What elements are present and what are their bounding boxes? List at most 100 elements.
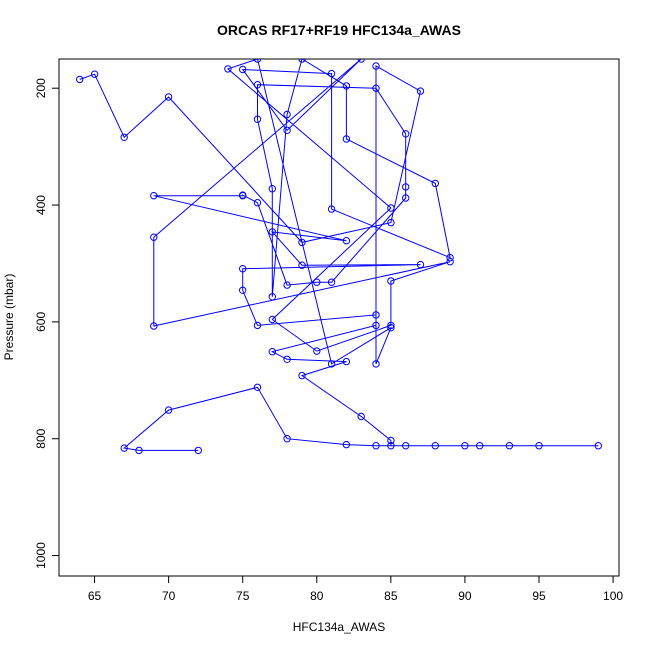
data-point	[268, 348, 276, 356]
data-point	[135, 446, 143, 455]
data-point	[120, 444, 128, 452]
data-point	[327, 360, 336, 368]
data-point	[313, 278, 321, 286]
data-point	[268, 315, 276, 324]
x-axis: 65 70 75 80 85 90 95 100	[88, 575, 623, 603]
data-point	[120, 133, 128, 142]
data-point	[431, 442, 439, 450]
data-point	[327, 205, 336, 213]
data-point	[387, 321, 395, 330]
data-point	[164, 93, 173, 101]
x-tick-label: 95	[532, 589, 546, 603]
x-axis-label: HFC134a_AWAS	[293, 620, 385, 634]
data-point	[268, 293, 276, 301]
data-point	[268, 228, 276, 236]
plot-frame	[58, 58, 620, 577]
data-point	[298, 371, 306, 380]
x-tick-label: 100	[603, 589, 623, 603]
data-point	[446, 258, 454, 266]
data-point	[387, 204, 395, 212]
data-point	[283, 435, 291, 443]
data-point	[327, 278, 336, 286]
data-point	[372, 62, 380, 70]
data-point	[253, 115, 262, 123]
data-point	[594, 442, 602, 450]
data-point	[402, 442, 410, 450]
data-point	[283, 126, 291, 135]
data-point	[253, 383, 262, 391]
data-point	[194, 446, 203, 455]
data-point	[298, 261, 306, 269]
x-tick-label: 70	[162, 589, 176, 603]
data-point	[253, 81, 262, 89]
data-point	[372, 360, 380, 368]
data-point	[283, 355, 291, 363]
data-point	[283, 110, 291, 119]
data-point	[150, 322, 158, 330]
data-point	[476, 442, 484, 450]
data-point	[313, 347, 321, 355]
data-point	[431, 179, 439, 188]
data-point	[268, 185, 276, 193]
y-tick-label: 600	[34, 312, 48, 332]
x-tick-label: 80	[310, 589, 324, 603]
data-point	[402, 183, 410, 191]
data-point	[150, 192, 158, 200]
data-point	[535, 442, 543, 450]
data-point	[342, 237, 351, 245]
data-point	[416, 87, 425, 95]
data-point	[357, 59, 365, 63]
data-point	[357, 412, 365, 421]
x-tick-label: 65	[88, 589, 102, 603]
data-point	[239, 65, 247, 74]
data-point	[342, 440, 351, 449]
data-point	[387, 436, 395, 445]
data-point	[387, 218, 395, 227]
data-point	[76, 75, 84, 84]
data-point	[342, 357, 351, 366]
data-point	[298, 59, 306, 63]
y-tick-label: 400	[34, 195, 48, 215]
data-point	[224, 65, 232, 73]
data-point	[446, 253, 454, 262]
data-point	[342, 82, 351, 90]
data-point	[402, 130, 410, 138]
data-point	[372, 311, 380, 319]
y-tick-label: 800	[34, 428, 48, 448]
data-point	[342, 135, 351, 143]
y-tick-label: 200	[34, 78, 48, 98]
data-point	[253, 199, 262, 207]
data-point	[402, 194, 410, 202]
data-point	[283, 281, 291, 289]
data-point	[387, 442, 395, 450]
data-point	[372, 442, 380, 450]
data-point	[164, 406, 173, 414]
x-tick-label: 85	[384, 589, 398, 603]
data-point	[372, 84, 380, 92]
y-axis-label: Pressure (mbar)	[2, 274, 16, 361]
series-line	[79, 59, 599, 451]
data-points	[76, 59, 602, 455]
data-point	[505, 442, 514, 450]
data-point	[298, 238, 306, 247]
plot-area	[76, 59, 602, 455]
data-point	[387, 324, 395, 332]
y-axis: 200 400 600 800 1000	[34, 78, 60, 569]
data-point	[90, 70, 99, 78]
data-point	[150, 233, 158, 241]
x-tick-label: 90	[458, 589, 472, 603]
data-point	[239, 191, 247, 199]
chart-title: ORCAS RF17+RF19 HFC134a_AWAS	[217, 22, 461, 38]
data-point	[239, 286, 247, 294]
data-point	[239, 265, 247, 273]
data-point	[387, 277, 395, 285]
data-point	[416, 260, 425, 269]
data-point	[327, 69, 336, 78]
data-point	[253, 321, 262, 330]
data-point	[372, 321, 380, 330]
data-point	[461, 442, 469, 450]
x-tick-label: 75	[236, 589, 250, 603]
data-point	[253, 59, 262, 63]
y-tick-label: 1000	[34, 542, 48, 569]
